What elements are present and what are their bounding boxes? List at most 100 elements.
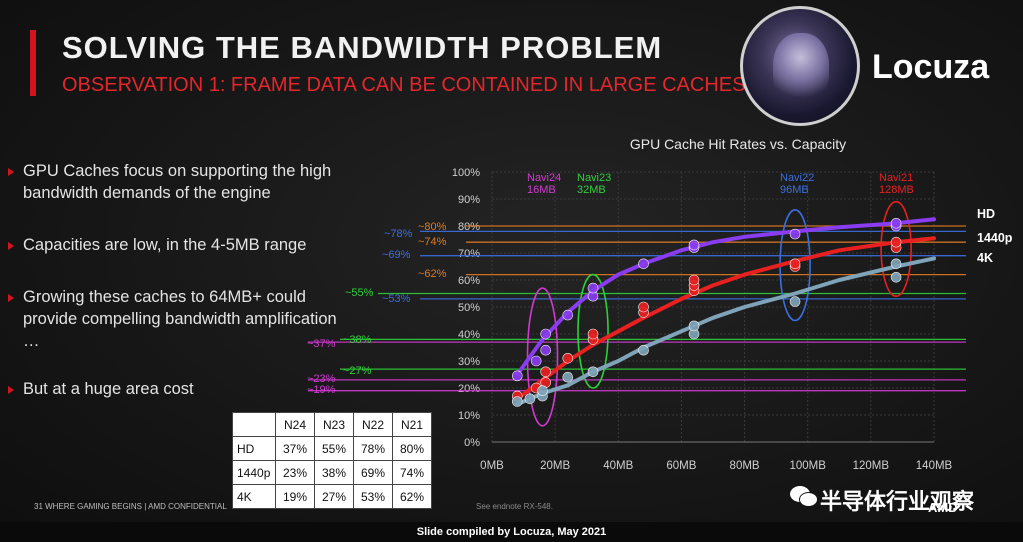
series-curve-4k	[515, 256, 936, 407]
data-point-hd	[540, 328, 551, 340]
gpu-name-label: Navi23	[577, 172, 611, 184]
data-point-4k	[524, 393, 536, 405]
data-point-1440p	[638, 301, 649, 313]
y-tick-label: 40%	[458, 329, 480, 341]
reference-line-label: ~37%	[307, 338, 336, 350]
bullet-item: Capacities are low, in the 4-5MB range	[8, 234, 306, 256]
data-point-hd	[638, 258, 649, 270]
reference-line-label: ~55%	[345, 287, 374, 299]
reference-line-label: ~62%	[418, 268, 447, 280]
reference-line-label: ~27%	[343, 365, 372, 377]
table-cell: 62%	[392, 484, 432, 509]
table-row-label: 4K	[232, 484, 276, 509]
wechat-icon-bubble	[799, 492, 818, 507]
legend-label: 1440p	[977, 231, 1013, 245]
reference-line-label: ~69%	[382, 249, 411, 261]
x-tick-label: 80MB	[730, 460, 760, 472]
locuza-logo-text: Locuza	[872, 48, 990, 86]
y-tick-label: 10%	[458, 410, 480, 422]
data-point-hd	[587, 282, 599, 294]
x-tick-label: 120MB	[853, 460, 890, 472]
title-accent-bar	[30, 30, 36, 96]
bullet-triangle-icon	[8, 386, 14, 394]
bullet-item: Growing these caches to 64MB+ could prov…	[8, 286, 353, 352]
data-point-1440p	[540, 366, 551, 378]
bullet-triangle-icon	[8, 242, 14, 250]
gpu-ellipse-marker	[880, 200, 912, 297]
y-tick-label: 100%	[452, 167, 480, 179]
table-row: 1440p 23% 38% 69% 74%	[232, 460, 432, 485]
y-tick-label: 30%	[458, 356, 480, 368]
gpu-cache-size-label: 32MB	[577, 184, 606, 196]
data-point-4k	[890, 258, 902, 270]
data-point-1440p	[562, 352, 574, 364]
reference-line-label: ~53%	[382, 293, 411, 305]
slide-subtitle: OBSERVATION 1: FRAME DATA CAN BE CONTAIN…	[62, 74, 746, 96]
bullet-text: Growing these caches to 64MB+ could prov…	[23, 288, 337, 350]
table-row: 4K 19% 27% 53% 62%	[232, 484, 432, 509]
gpu-name-label: Navi24	[527, 172, 561, 184]
bullet-triangle-icon	[8, 294, 14, 302]
bullet-item: GPU Caches focus on supporting the high …	[8, 160, 338, 204]
table-cell: 53%	[353, 484, 393, 509]
bullet-text: But at a huge area cost	[23, 380, 194, 398]
table-cell: 80%	[392, 436, 432, 461]
table-header-cell: N22	[353, 412, 393, 437]
data-point-hd	[688, 239, 700, 251]
legend-label: 4K	[977, 251, 993, 265]
data-point-1440p	[789, 258, 801, 270]
x-tick-label: 0MB	[480, 460, 504, 472]
table-header-cell: N23	[314, 412, 354, 437]
data-point-4k	[688, 320, 700, 332]
table-cell: 19%	[275, 484, 315, 509]
gpu-ellipse-marker	[577, 273, 609, 389]
data-point-1440p	[688, 274, 700, 286]
y-tick-label: 60%	[458, 275, 480, 287]
data-point-4k	[587, 366, 599, 378]
table-cell: 38%	[314, 460, 354, 485]
data-point-1440p	[890, 236, 902, 248]
bullet-item: But at a huge area cost	[8, 378, 194, 400]
data-point-4k	[789, 296, 801, 307]
chart-title: GPU Cache Hit Rates vs. Capacity	[630, 136, 846, 152]
table-header-cell: N21	[392, 412, 432, 437]
reference-line-label: ~23%	[307, 373, 336, 385]
watermark: 半导体行业观察	[790, 484, 990, 514]
reference-line-label: ~80%	[418, 221, 447, 233]
data-point-4k	[562, 371, 574, 383]
compiled-credit: Slide compiled by Locuza, May 2021	[416, 526, 607, 538]
data-point-1440p	[587, 328, 599, 340]
gpu-name-label: Navi21	[879, 172, 913, 184]
data-point-4k	[638, 344, 649, 356]
gpu-cache-size-label: 96MB	[780, 184, 809, 196]
bullet-triangle-icon	[8, 168, 14, 176]
x-tick-label: 140MB	[916, 460, 953, 472]
reference-line-label: ~74%	[418, 236, 447, 248]
data-point-hd	[540, 344, 551, 356]
gpu-cache-size-label: 128MB	[879, 184, 914, 196]
x-tick-label: 100MB	[789, 460, 826, 472]
bullet-text: GPU Caches focus on supporting the high …	[23, 162, 332, 202]
data-point-hd	[890, 218, 902, 229]
y-tick-label: 50%	[458, 302, 480, 314]
table-cell: 74%	[392, 460, 432, 485]
reference-line-label: ~19%	[307, 384, 336, 396]
data-point-hd	[789, 228, 801, 240]
gpu-cache-size-label: 16MB	[527, 184, 556, 196]
x-tick-label: 60MB	[666, 460, 696, 472]
y-tick-label: 80%	[458, 221, 480, 233]
table-cell: 37%	[275, 436, 315, 461]
x-tick-label: 20MB	[540, 460, 570, 472]
locuza-avatar-logo	[740, 6, 860, 126]
reference-line-label: ~78%	[384, 228, 413, 240]
y-tick-label: 20%	[458, 383, 480, 395]
bottom-bar	[0, 522, 1023, 542]
y-tick-label: 90%	[458, 194, 480, 206]
y-tick-label: 0%	[464, 437, 480, 449]
legend-label: HD	[977, 207, 995, 221]
gpu-name-label: Navi22	[780, 172, 814, 184]
bullet-text: Capacities are low, in the 4-5MB range	[23, 236, 307, 254]
endnote: See endnote RX-548.	[476, 502, 553, 511]
slide-title: SOLVING THE BANDWIDTH PROBLEM	[62, 30, 663, 65]
